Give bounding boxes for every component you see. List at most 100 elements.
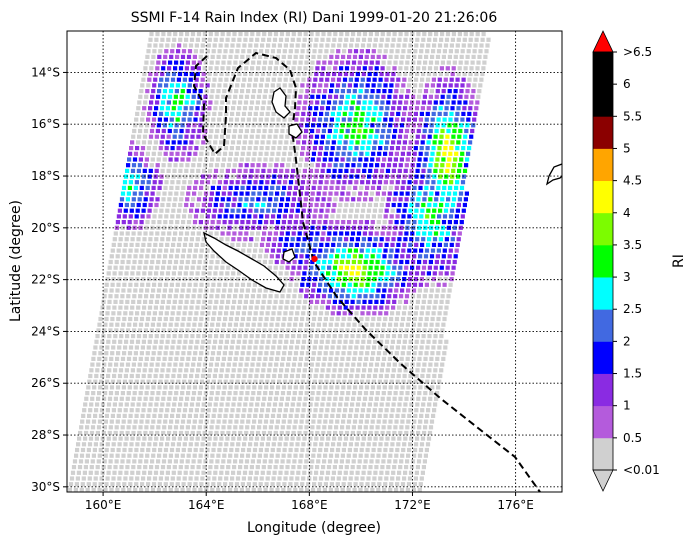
rain-pixel [109, 487, 114, 492]
rain-pixel [416, 94, 422, 99]
rain-pixel [200, 208, 205, 213]
rain-pixel [427, 430, 433, 436]
rain-pixel [272, 271, 277, 276]
rain-pixel [211, 151, 216, 156]
rain-pixel [417, 425, 422, 430]
rain-pixel [374, 299, 379, 304]
rain-pixel [421, 465, 426, 470]
rain-pixel [213, 202, 218, 208]
rain-pixel [226, 430, 231, 436]
rain-pixel [198, 54, 203, 59]
rain-pixel [180, 419, 186, 424]
rain-pixel [261, 168, 266, 173]
rain-pixel [286, 191, 292, 196]
rain-pixel [192, 191, 197, 196]
rain-pixel [319, 339, 324, 344]
rain-pixel [419, 476, 424, 481]
rain-pixel [144, 259, 149, 265]
rain-pixel [239, 322, 244, 327]
rain-pixel [332, 436, 337, 441]
rain-pixel [378, 174, 384, 179]
rain-pixel [326, 368, 331, 373]
rain-pixel [272, 237, 277, 242]
rain-pixel [195, 305, 200, 310]
rain-pixel [311, 54, 316, 59]
rain-pixel [185, 32, 190, 37]
rain-pixel [352, 89, 357, 94]
rain-pixel [163, 447, 169, 453]
rain-pixel [336, 413, 341, 418]
rain-pixel [410, 66, 415, 71]
rain-pixel [280, 259, 285, 265]
rain-pixel [338, 134, 343, 139]
rain-pixel [350, 430, 355, 436]
rain-pixel [238, 231, 243, 236]
rain-pixel [362, 168, 367, 173]
rain-pixel [291, 396, 296, 401]
rain-pixel [249, 168, 254, 173]
rain-pixel [364, 487, 369, 492]
rain-pixel [442, 214, 448, 219]
rain-pixel [307, 339, 312, 344]
rain-pixel [374, 465, 379, 470]
rain-pixel [433, 37, 438, 42]
rain-pixel [147, 208, 152, 213]
rain-pixel [255, 334, 260, 339]
rain-pixel [376, 54, 381, 59]
rain-pixel [409, 334, 414, 339]
rain-pixel [272, 373, 277, 379]
rain-pixel [355, 271, 360, 276]
rain-pixel [286, 294, 291, 299]
rain-pixel [179, 197, 184, 202]
rain-pixel [457, 168, 462, 173]
rain-pixel [286, 391, 291, 396]
rain-pixel [136, 106, 141, 111]
rain-pixel [434, 362, 439, 367]
rain-pixel [129, 277, 134, 282]
rain-pixel [426, 305, 431, 310]
rain-pixel [278, 271, 283, 276]
rain-pixel [223, 49, 228, 54]
rain-pixel [255, 430, 261, 436]
rain-pixel [385, 168, 391, 173]
rain-pixel [364, 54, 369, 59]
rain-pixel [133, 351, 138, 356]
rain-pixel [336, 77, 342, 82]
rain-pixel [393, 60, 398, 65]
rain-pixel [414, 442, 419, 447]
rain-pixel [254, 242, 259, 247]
rain-pixel [319, 140, 324, 145]
rain-pixel [302, 237, 307, 242]
rain-pixel [482, 60, 487, 65]
rain-pixel [313, 442, 318, 447]
rain-pixel [172, 265, 177, 270]
rain-pixel [429, 254, 435, 259]
rain-pixel [202, 66, 207, 71]
rain-pixel [423, 322, 428, 327]
rain-pixel [189, 237, 194, 242]
rain-pixel [258, 419, 263, 424]
x-tick-label: 164°E [188, 498, 225, 512]
rain-pixel [425, 77, 431, 82]
rain-pixel [381, 191, 386, 196]
rain-pixel [195, 402, 200, 407]
rain-pixel [413, 476, 418, 481]
rain-pixel [435, 356, 440, 361]
rain-pixel [352, 54, 358, 59]
rain-pixel [341, 185, 346, 190]
rain-pixel [393, 225, 398, 230]
rain-pixel [422, 459, 427, 464]
rain-pixel [106, 373, 111, 379]
rain-pixel [439, 265, 444, 270]
rain-pixel [309, 328, 315, 333]
rain-pixel [201, 402, 206, 407]
rain-pixel [377, 83, 382, 88]
rain-pixel [249, 37, 254, 42]
rain-pixel [250, 94, 256, 99]
rain-pixel [181, 447, 186, 453]
rain-pixel [309, 362, 314, 367]
rain-pixel [188, 146, 193, 151]
rain-pixel [475, 32, 480, 37]
rain-pixel [227, 157, 232, 162]
rain-pixel [211, 482, 216, 487]
